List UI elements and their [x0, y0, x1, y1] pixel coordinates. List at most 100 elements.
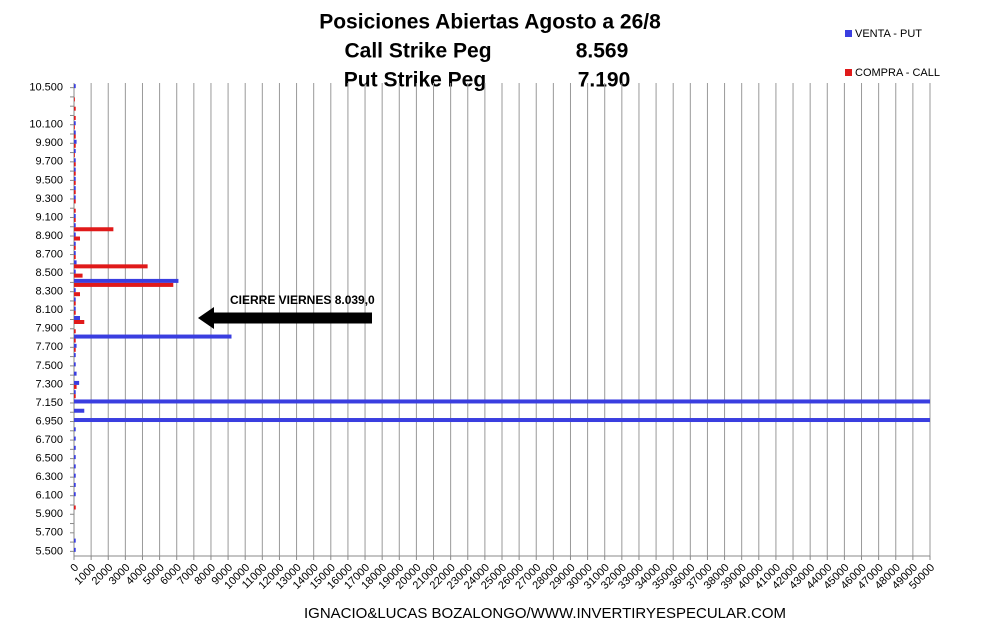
bar: [74, 329, 76, 334]
bar: [74, 394, 76, 399]
bar: [74, 139, 77, 144]
bar: [74, 338, 76, 343]
bar: [74, 316, 80, 320]
y-tick-label: 7.900: [35, 323, 63, 335]
bar: [74, 269, 76, 274]
bar: [74, 121, 76, 126]
bar: [74, 217, 76, 222]
y-tick-label: 8.700: [35, 248, 63, 260]
y-tick-label: 5.700: [35, 527, 63, 539]
bar: [74, 343, 77, 348]
bar: [74, 167, 76, 172]
bar: [74, 213, 76, 218]
bar: [74, 153, 75, 158]
bar: [74, 436, 76, 441]
bar: [74, 130, 76, 135]
bar: [74, 232, 76, 237]
bar: [74, 176, 76, 181]
bar: [74, 445, 76, 450]
bar: [74, 264, 148, 269]
bar: [74, 115, 76, 120]
bar: [74, 380, 80, 385]
bar: [74, 236, 80, 241]
bar: [74, 455, 76, 460]
y-tick-label: 6.100: [35, 490, 63, 502]
y-tick-label: 10.100: [29, 119, 63, 131]
bar: [74, 106, 76, 111]
bar: [74, 180, 76, 185]
bar: [74, 162, 76, 167]
bar: [74, 292, 80, 297]
bar: [74, 320, 85, 324]
y-tick-label: 6.950: [35, 415, 63, 427]
annotation: CIERRE VIERNES 8.039,0: [230, 293, 375, 307]
bar: [74, 195, 76, 200]
bar: [74, 125, 75, 130]
y-tick-label: 6.500: [35, 453, 63, 465]
bar: [74, 492, 76, 497]
bar: [74, 245, 76, 250]
y-tick-label: 6.700: [35, 434, 63, 446]
bar: [74, 418, 930, 423]
subtitle-value: 8.569: [576, 40, 629, 63]
bar: [74, 255, 76, 260]
legend-swatch: [845, 69, 852, 76]
y-tick-label: 8.100: [35, 304, 63, 316]
bar: [74, 547, 76, 552]
bar: [74, 251, 76, 256]
y-tick-label: 6.300: [35, 471, 63, 483]
bar: [74, 149, 76, 154]
bar: [74, 273, 83, 278]
footer: IGNACIO&LUCAS BOZALONGO/WWW.INVERTIRYESP…: [304, 605, 786, 622]
bar: [74, 306, 76, 311]
y-tick-label: 9.100: [35, 211, 63, 223]
y-tick-label: 7.500: [35, 360, 63, 372]
annotation-arrowhead: [198, 307, 214, 329]
legend-label: VENTA - PUT: [855, 28, 922, 40]
chart-title: Posiciones Abiertas Agosto a 26/8: [319, 11, 661, 34]
bar: [74, 227, 114, 232]
bar: [74, 260, 77, 265]
bar: [74, 399, 930, 404]
y-tick-label: 9.500: [35, 174, 63, 186]
bar: [74, 282, 174, 287]
bar: [74, 97, 75, 102]
bar: [74, 390, 76, 395]
y-tick-label: 9.300: [35, 193, 63, 205]
bar: [74, 84, 76, 89]
y-tick-label: 5.900: [35, 508, 63, 520]
bar: [74, 505, 76, 510]
bar: [74, 538, 76, 543]
y-tick-label: 9.900: [35, 137, 63, 149]
y-tick-label: 8.300: [35, 286, 63, 298]
bar: [74, 384, 77, 389]
y-tick-label: 7.700: [35, 341, 63, 353]
bar: [74, 301, 76, 306]
y-tick-label: 7.150: [35, 397, 63, 409]
bar: [74, 199, 76, 204]
bar: [74, 297, 76, 302]
legend-swatch: [845, 30, 852, 37]
bar: [74, 473, 76, 478]
bar: [74, 464, 76, 469]
bar: [74, 353, 76, 358]
bar: [74, 190, 76, 195]
bar: [74, 171, 76, 176]
bar: [74, 371, 77, 376]
legend-label: COMPRA - CALL: [855, 67, 940, 79]
y-tick-label: 7.300: [35, 378, 63, 390]
bar: [74, 186, 76, 191]
bar: [74, 310, 76, 315]
bar: [74, 223, 76, 228]
bar: [74, 278, 179, 283]
bar: [74, 334, 232, 339]
y-tick-label: 9.700: [35, 156, 63, 168]
bar: [74, 158, 76, 163]
y-tick-label: 10.500: [29, 82, 63, 94]
bar: [74, 347, 76, 352]
y-tick-label: 5.500: [35, 545, 63, 557]
bar: [74, 208, 76, 213]
y-tick-label: 8.500: [35, 267, 63, 279]
